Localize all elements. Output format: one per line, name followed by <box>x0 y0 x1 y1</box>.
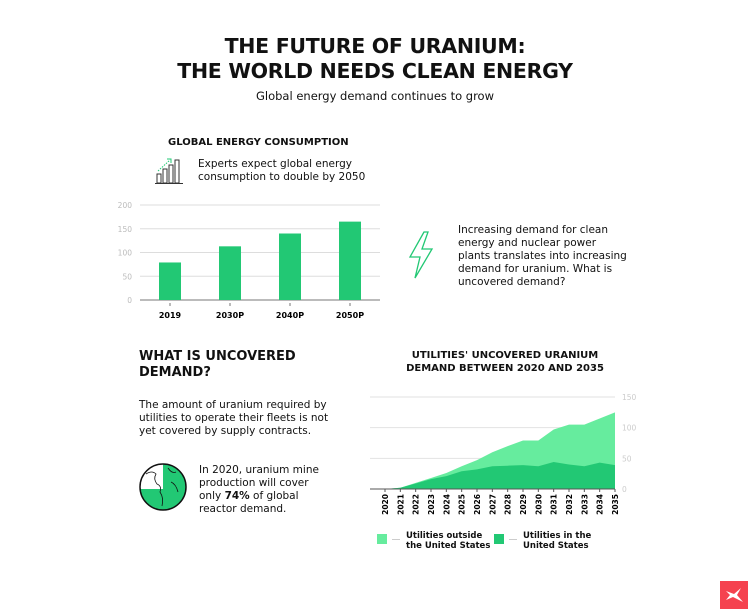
x-tick-label: 2032 <box>565 494 574 515</box>
area-us <box>385 462 615 489</box>
bar <box>219 246 241 300</box>
x-tick-label: 2024 <box>442 494 451 515</box>
x-tick-label: 2030 <box>534 494 543 515</box>
uncovered-body: The amount of uranium required by utiliti… <box>139 399 328 438</box>
title-line: DEMAND BETWEEN 2020 AND 2035 <box>406 363 604 374</box>
globe-icon <box>139 463 187 511</box>
bar <box>279 233 301 300</box>
x-tick-label: 2031 <box>550 494 559 515</box>
x-tick-label: 2019 <box>159 311 182 320</box>
bar <box>339 221 361 300</box>
uranium-area-chart: 0 50 100 150 2020 2021 2022 2023 2024 2025 2026 202… <box>370 393 637 515</box>
demand-note: Increasing demand for clean energy and nu… <box>458 224 627 289</box>
note-line: Experts expect global energy <box>198 158 353 170</box>
legend-outside: Utilities outside the United States <box>406 531 490 551</box>
x-tick-label: 2023 <box>427 494 436 515</box>
legend-dash <box>392 539 400 540</box>
title-line: UTILITIES' UNCOVERED URANIUM <box>411 350 599 361</box>
x-tick-label: 2022 <box>412 494 421 515</box>
note-line: energy and nuclear power <box>458 237 597 249</box>
note-line: consumption to double by 2050 <box>198 171 366 183</box>
x-tick-label: 2028 <box>504 494 513 515</box>
coverage-stat: In 2020, uranium mine production will cov… <box>199 464 319 516</box>
y-tick-label: 150 <box>118 225 133 234</box>
legend-line: Utilities outside <box>406 531 483 541</box>
x-tick-label: 2033 <box>580 494 589 515</box>
energy-bar-chart: 0 50 100 150 200 2019 2030P 2040P 2050P <box>118 201 380 320</box>
y-tick-label: 50 <box>622 454 632 463</box>
bar <box>159 262 181 300</box>
x-tick-label: 2020 <box>381 494 390 515</box>
stat-line: In 2020, uranium mine <box>199 464 319 476</box>
title-line: THE WORLD NEEDS CLEAN ENERGY <box>177 59 573 83</box>
stat-text: only <box>199 490 225 502</box>
y-tick-label: 150 <box>622 393 637 402</box>
note-line: Increasing demand for clean <box>458 224 609 236</box>
stat-percentage: 74% <box>224 490 250 502</box>
note-line: uncovered demand? <box>458 276 566 288</box>
legend-dash <box>509 539 517 540</box>
note-line: plants translates into increasing <box>458 250 627 262</box>
x-tick-label: 2034 <box>596 494 605 515</box>
heading-line: DEMAND? <box>139 365 211 380</box>
lightning-icon <box>408 231 434 279</box>
stat-line: reactor demand. <box>199 503 287 515</box>
y-tick-label: 50 <box>122 272 132 281</box>
stat-text: of global <box>249 490 299 502</box>
heading-line: WHAT IS UNCOVERED <box>139 349 296 364</box>
x-tick-label: 2030P <box>216 311 244 320</box>
x-tick-label: 2035 <box>611 494 620 515</box>
stat-line: production will cover <box>199 477 309 489</box>
energy-heading: GLOBAL ENERGY CONSUMPTION <box>168 137 349 148</box>
x-tick-label: 2050P <box>336 311 364 320</box>
x-logo-icon <box>720 581 748 609</box>
body-line: yet covered by supply contracts. <box>139 425 312 437</box>
y-tick-label: 0 <box>622 485 627 494</box>
energy-note: Experts expect global energy consumption … <box>198 158 365 184</box>
y-tick-label: 200 <box>118 201 133 210</box>
legend-us: Utilities in the United States <box>523 531 591 551</box>
y-tick-label: 0 <box>127 296 132 305</box>
uncovered-heading: WHAT IS UNCOVERED DEMAND? <box>139 349 296 381</box>
title-line: THE FUTURE OF URANIUM: <box>224 34 526 58</box>
legend-line: United States <box>523 541 589 551</box>
legend-swatch-outside <box>377 534 387 544</box>
area-chart-title: UTILITIES' UNCOVERED URANIUM DEMAND BETWE… <box>380 349 630 375</box>
y-tick-label: 100 <box>622 424 637 433</box>
y-tick-label: 100 <box>118 249 133 258</box>
legend-line: the United States <box>406 541 491 551</box>
body-line: utilities to operate their fleets is not <box>139 412 329 424</box>
x-tick-label: 2040P <box>276 311 304 320</box>
page-title: THE FUTURE OF URANIUM: THE WORLD NEEDS CL… <box>0 34 750 84</box>
x-tick-label: 2029 <box>519 494 528 515</box>
x-tick-label: 2027 <box>488 494 497 515</box>
legend-swatch-us <box>494 534 504 544</box>
legend-line: Utilities in the <box>523 531 592 541</box>
subtitle: Global energy demand continues to grow <box>255 89 494 103</box>
stat-line: only 74% of global <box>199 490 319 503</box>
x-tick-label: 2021 <box>396 494 405 515</box>
x-tick-label: 2025 <box>458 494 467 515</box>
body-line: The amount of uranium required by <box>139 399 327 411</box>
note-line: demand for uranium. What is <box>458 263 613 275</box>
x-tick-label: 2026 <box>473 494 482 515</box>
growth-bars-icon <box>155 158 183 184</box>
